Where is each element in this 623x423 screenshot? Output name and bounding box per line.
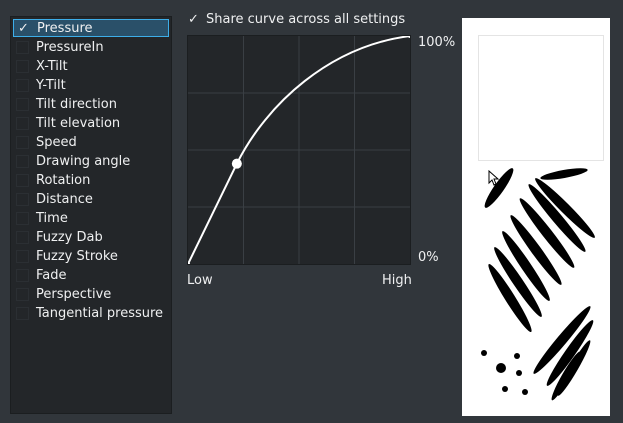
sensor-checkbox[interactable] [16, 230, 29, 244]
sensor-label: Tilt elevation [36, 115, 121, 131]
sensor-label: Distance [36, 191, 93, 207]
sensor-label: Fuzzy Stroke [36, 248, 118, 264]
share-curve-checkbox[interactable]: ✓ [188, 11, 199, 27]
curve-control-point[interactable] [408, 36, 410, 38]
sensor-label: Tilt direction [36, 96, 117, 112]
sensor-item[interactable]: Perspective [13, 285, 169, 303]
sensor-item[interactable]: Tilt elevation [13, 114, 169, 132]
sensor-checkbox[interactable] [16, 135, 29, 149]
sensor-checkbox[interactable] [16, 173, 29, 187]
sensor-label: Y-Tilt [36, 77, 66, 93]
curve-control-points [188, 36, 410, 264]
curve-grid [188, 36, 410, 264]
sensor-label: Rotation [36, 172, 91, 188]
sensor-item[interactable]: Speed [13, 133, 169, 151]
sensor-label: Speed [36, 134, 77, 150]
sensor-item[interactable]: Drawing angle [13, 152, 169, 170]
sensor-checkbox[interactable] [16, 287, 29, 301]
sensor-label: Pressure [37, 20, 93, 36]
mouse-cursor-icon [488, 170, 500, 186]
sensor-checkbox[interactable] [16, 40, 29, 54]
brush-strokes [481, 168, 595, 401]
y-min-label: 0% [418, 250, 439, 265]
curve-control-point[interactable] [231, 158, 242, 169]
sensor-label: PressureIn [36, 39, 104, 55]
sensor-item[interactable]: Fuzzy Dab [13, 228, 169, 246]
sensor-label: X-Tilt [36, 58, 68, 74]
sensor-list[interactable]: ✓ Pressure PressureIn X-Tilt Y-Tilt Tilt dire… [10, 16, 172, 414]
curve-control-point[interactable] [188, 262, 190, 264]
x-min-label: Low [187, 273, 213, 288]
sensor-checkbox[interactable] [16, 192, 29, 206]
sensor-item[interactable]: Y-Tilt [13, 76, 169, 94]
share-curve-label: Share curve across all settings [206, 11, 406, 27]
curve-editor[interactable] [187, 35, 411, 265]
sensor-checkbox[interactable] [16, 154, 29, 168]
sensor-checkbox[interactable] [16, 211, 29, 225]
y-max-label: 100% [418, 35, 456, 50]
sensor-label: Fade [36, 267, 67, 283]
sensor-item[interactable]: Time [13, 209, 169, 227]
sensor-label: Drawing angle [36, 153, 131, 169]
sensor-item[interactable]: Fuzzy Stroke [13, 247, 169, 265]
curve-canvas[interactable] [188, 36, 410, 264]
sensor-checkbox[interactable] [16, 97, 29, 111]
x-max-label: High [382, 273, 412, 288]
sensor-checkbox[interactable] [16, 249, 29, 263]
sensor-item[interactable]: Tangential pressure [13, 304, 169, 322]
sensor-label: Fuzzy Dab [36, 229, 103, 245]
sensor-checkbox[interactable] [16, 59, 29, 73]
sensor-checkbox[interactable] [16, 268, 29, 282]
sensor-item[interactable]: Tilt direction [13, 95, 169, 113]
preview-frame [478, 35, 604, 161]
sensor-label: Time [36, 210, 68, 226]
sensor-label: Tangential pressure [36, 305, 164, 321]
sensor-checkbox[interactable]: ✓ [18, 20, 29, 36]
sensor-label: Perspective [36, 286, 112, 302]
sensor-item[interactable]: PressureIn [13, 38, 169, 56]
sensor-item[interactable]: Distance [13, 190, 169, 208]
sensor-checkbox[interactable] [16, 78, 29, 92]
share-curve-option[interactable]: ✓ Share curve across all settings [187, 10, 405, 28]
sensor-item[interactable]: Fade [13, 266, 169, 284]
brush-preview [462, 18, 610, 416]
curve-line [188, 36, 410, 264]
sensor-checkbox[interactable] [16, 116, 29, 130]
sensor-item[interactable]: ✓ Pressure [13, 19, 169, 37]
sensor-item[interactable]: Rotation [13, 171, 169, 189]
sensor-checkbox[interactable] [16, 306, 29, 320]
sensor-item[interactable]: X-Tilt [13, 57, 169, 75]
